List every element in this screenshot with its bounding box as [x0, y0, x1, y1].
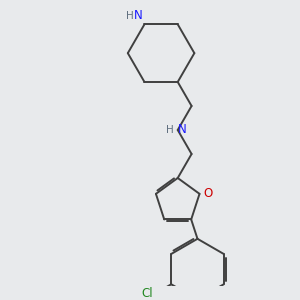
Text: Cl: Cl [142, 287, 153, 300]
Text: N: N [178, 124, 187, 136]
Text: H: H [166, 125, 173, 135]
Text: O: O [203, 187, 212, 200]
Text: N: N [134, 10, 142, 22]
Text: H: H [126, 11, 134, 21]
